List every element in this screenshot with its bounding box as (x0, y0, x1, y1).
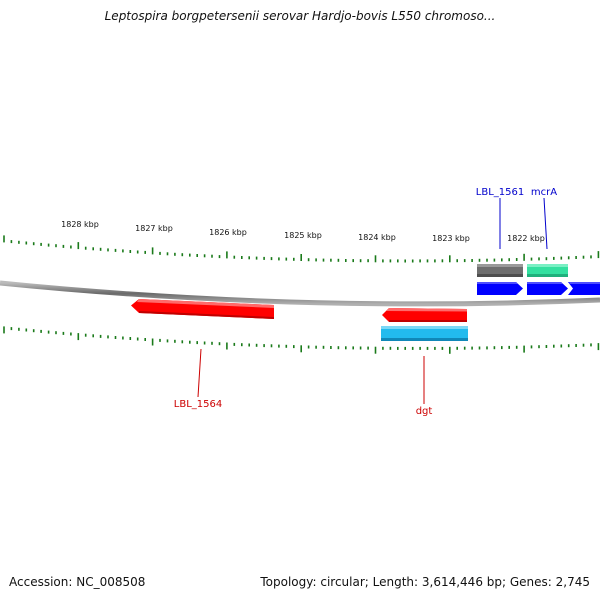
gene-lbl-1561-arrow[interactable] (477, 282, 523, 295)
gene-label-lbl-1564[interactable]: LBL_1564 (174, 399, 222, 410)
gene-dgt-arrow[interactable] (382, 308, 467, 322)
chromosome-backbone (0, 280, 600, 307)
tick-label-1824: 1824 kbp (358, 233, 396, 242)
gene-lbl-1564-arrow[interactable] (131, 299, 274, 319)
map-title: Leptospira borgpetersenii serovar Hardjo… (104, 9, 496, 23)
gene-dgt-track2[interactable] (381, 326, 468, 341)
lower-scale-ticks (3, 326, 600, 354)
tick-label-1825: 1825 kbp (284, 231, 322, 240)
gene-lbl-1561-track1[interactable] (477, 264, 523, 277)
gene-next-arrow[interactable] (568, 282, 600, 295)
gene-label-lbl-1561[interactable]: LBL_1561 (476, 187, 524, 198)
tick-label-1827: 1827 kbp (135, 224, 173, 233)
tick-label-1828: 1828 kbp (61, 220, 99, 229)
gene-label-mcra[interactable]: mcrA (531, 187, 557, 198)
gene-mcra-track1[interactable] (527, 264, 568, 277)
accession-text: Accession: NC_008508 (9, 575, 146, 589)
tick-label-1822: 1822 kbp (507, 234, 545, 243)
leader-mcra (543, 197, 548, 250)
upper-scale-ticks (3, 235, 600, 263)
tick-label-1826: 1826 kbp (209, 228, 247, 237)
genome-summary-text: Topology: circular; Length: 3,614,446 bp… (260, 575, 590, 589)
gene-label-dgt[interactable]: dgt (416, 406, 433, 417)
gene-mcra-arrow[interactable] (527, 282, 568, 295)
leader-lbl-1564 (197, 348, 202, 398)
tick-label-1823: 1823 kbp (432, 234, 470, 243)
